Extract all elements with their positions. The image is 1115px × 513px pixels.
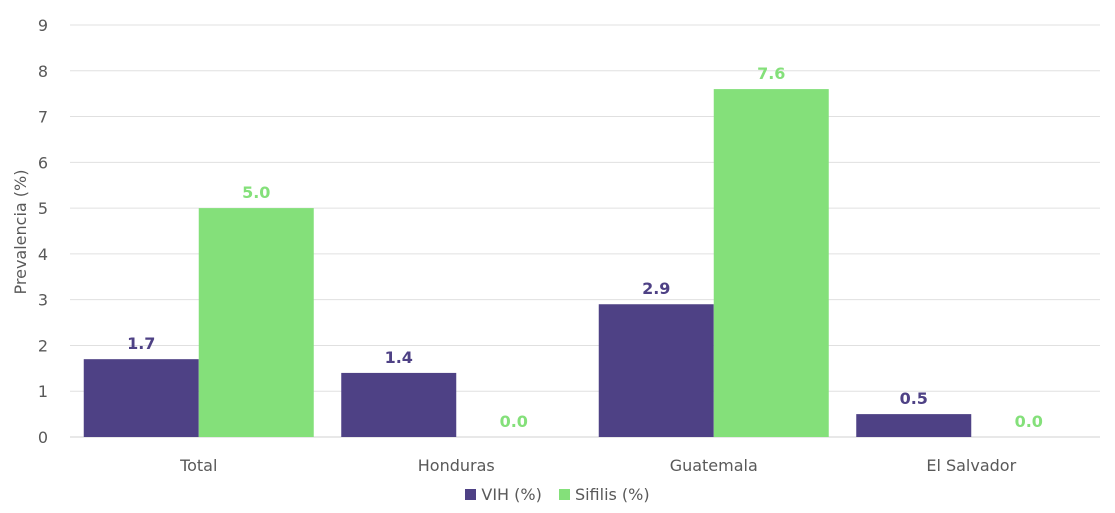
y-tick-label: 2 [38,336,48,355]
y-tick-label: 1 [38,382,48,401]
bar-sifilis [198,208,314,437]
data-label: 0.0 [1015,412,1043,431]
legend-item-sifilis: Sifilis (%) [558,485,650,504]
bar-vih [856,414,972,437]
legend-label-sifilis: Sifilis (%) [574,485,650,504]
y-tick-label: 3 [38,291,48,310]
bar-vih [598,304,714,437]
y-tick-label: 5 [38,199,48,218]
y-tick-label: 4 [38,245,48,264]
legend-swatch-vih [465,489,477,500]
data-label: 0.0 [500,412,528,431]
legend: VIH (%) Sifilis (%) [0,485,1115,504]
x-tick-label: El Salvador [926,456,1016,475]
x-tick-label: Total [179,456,217,475]
bar-vih [83,359,199,437]
x-tick-label: Guatemala [670,456,758,475]
data-label: 1.7 [127,334,155,353]
data-label: 1.4 [385,348,413,367]
y-tick-label: 9 [38,16,48,35]
x-tick-label: Honduras [418,456,495,475]
data-label: 2.9 [642,279,670,298]
y-tick-label: 8 [38,62,48,81]
legend-item-vih: VIH (%) [465,485,542,504]
y-tick-label: 7 [38,108,48,127]
data-label: 5.0 [242,183,270,202]
bar-vih [341,372,457,437]
chart-plot: 0 1 2 3 4 5 6 7 8 9 1.7 5.0 Total 1.4 0.0 Honduras 2.9 7.… [11,16,1100,475]
y-tick-label: 6 [38,153,48,172]
data-label: 0.5 [900,389,928,408]
legend-swatch-sifilis [558,489,570,500]
y-axis-title: Prevalencia (%) [11,170,30,295]
y-tick-label: 0 [38,428,48,447]
legend-label-vih: VIH (%) [481,485,542,504]
bar-sifilis [713,89,829,437]
data-label: 7.6 [757,64,785,83]
